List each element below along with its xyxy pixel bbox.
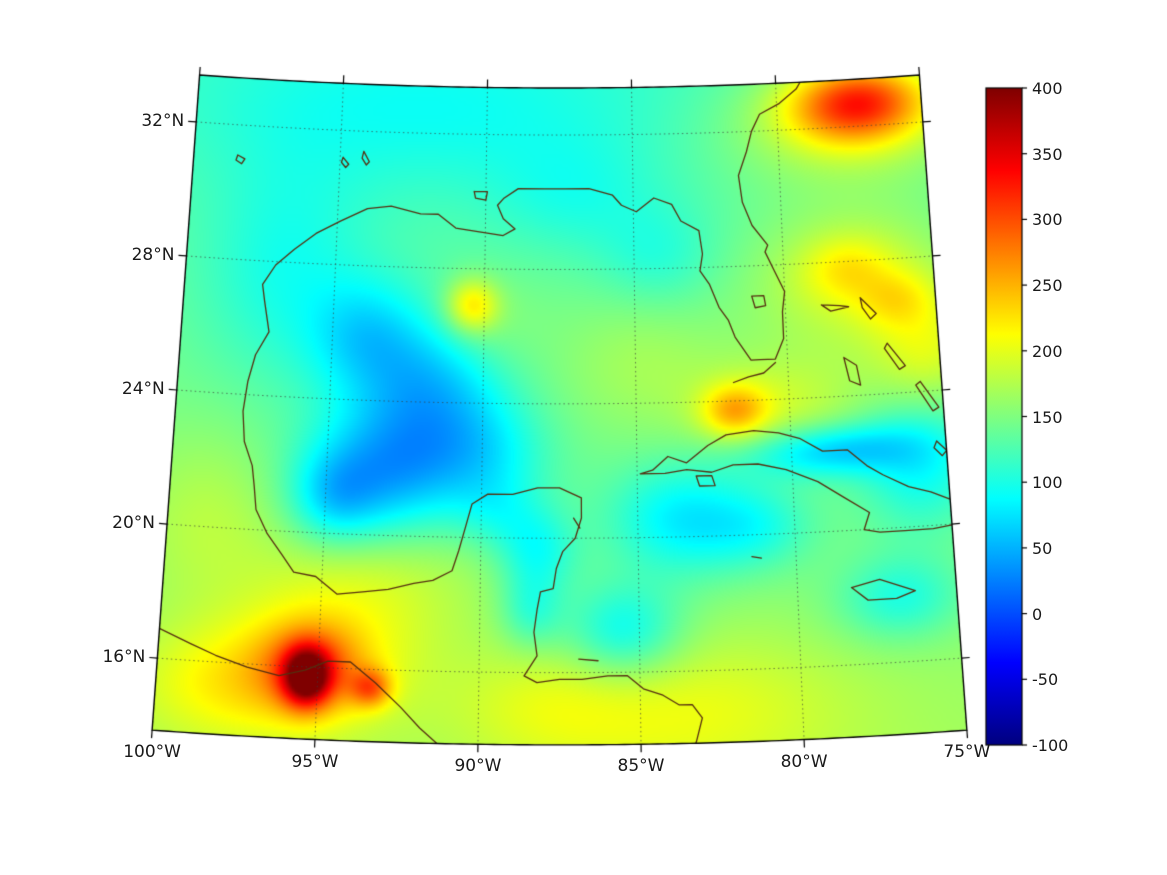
map-plot-area (150, 75, 970, 747)
colorbar (986, 88, 1022, 745)
